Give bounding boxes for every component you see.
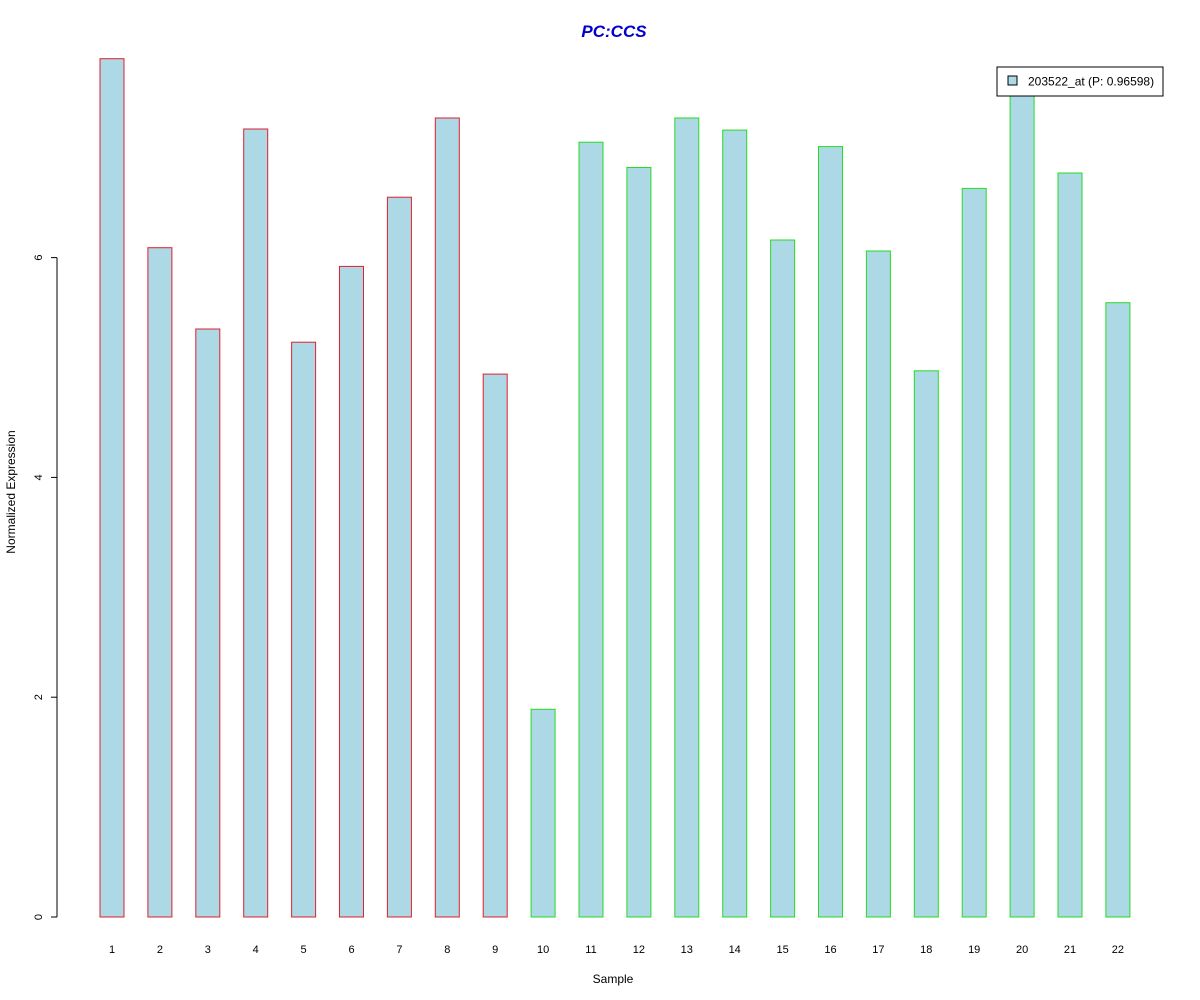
x-tick-label: 5 <box>301 944 307 956</box>
bar-sample-2 <box>147 247 173 918</box>
x-tick-label: 10 <box>537 944 549 956</box>
x-tick-label: 19 <box>968 944 980 956</box>
bar-sample-1 <box>99 58 125 918</box>
bar-sample-3 <box>195 328 221 918</box>
x-tick-label: 17 <box>872 944 884 956</box>
bar-sample-17 <box>865 250 891 918</box>
y-tick-label: 4 <box>33 474 45 480</box>
x-tick-label: 6 <box>348 944 354 956</box>
bar-sample-7 <box>386 196 412 918</box>
bar-sample-12 <box>626 167 652 918</box>
bar-sample-18 <box>913 370 939 918</box>
bar-sample-10 <box>530 708 556 918</box>
bar-sample-8 <box>434 117 460 918</box>
bar-sample-22 <box>1105 302 1131 918</box>
legend: 203522_at (P: 0.96598) <box>996 66 1164 97</box>
legend-box <box>996 66 1164 97</box>
x-axis-label: Sample <box>593 972 634 986</box>
y-axis-label: Normalized Expression <box>4 430 18 553</box>
x-tick-label: 9 <box>492 944 498 956</box>
legend-swatch <box>1007 75 1018 86</box>
bar-sample-11 <box>578 141 604 918</box>
bar-sample-14 <box>722 129 748 918</box>
y-tick-label: 0 <box>33 914 45 920</box>
x-tick-label: 8 <box>444 944 450 956</box>
x-tick-label: 7 <box>396 944 402 956</box>
y-axis: 0 2 4 6 <box>33 255 58 920</box>
bar-sample-6 <box>339 265 364 918</box>
bar-sample-16 <box>818 146 843 918</box>
x-tick-label: 16 <box>824 944 836 956</box>
x-tick-label: 11 <box>585 944 596 956</box>
bar-sample-9 <box>482 373 508 918</box>
y-tick-label: 6 <box>33 255 45 261</box>
bar-sample-20 <box>1009 93 1035 918</box>
x-tick-label: 1 <box>109 944 115 956</box>
x-tick-label: 13 <box>681 944 693 956</box>
x-tick-label: 15 <box>776 944 788 956</box>
x-tick-label: 3 <box>205 944 211 956</box>
bar-sample-19 <box>961 187 987 918</box>
bar-sample-5 <box>291 341 317 918</box>
x-tick-label: 12 <box>633 944 645 956</box>
bars-group <box>99 58 1131 918</box>
x-tick-label: 2 <box>157 944 163 956</box>
x-tick-label: 21 <box>1064 944 1076 956</box>
y-tick-label: 2 <box>33 694 45 700</box>
bar-sample-21 <box>1057 172 1083 918</box>
bar-sample-4 <box>243 128 269 918</box>
x-tick-label: 22 <box>1112 944 1124 956</box>
chart-title: PC:CCS <box>581 22 647 41</box>
legend-label: 203522_at (P: 0.96598) <box>1028 75 1154 89</box>
bar-sample-15 <box>770 239 796 918</box>
x-tick-labels: 1 2 3 4 5 6 7 8 9 10 11 12 13 14 15 16 17 18 19 20 21 22 <box>109 944 1124 956</box>
x-tick-label: 14 <box>729 944 741 956</box>
bar-sample-13 <box>674 117 700 918</box>
x-tick-label: 20 <box>1016 944 1028 956</box>
x-tick-label: 18 <box>920 944 932 956</box>
x-tick-label: 4 <box>253 944 259 956</box>
